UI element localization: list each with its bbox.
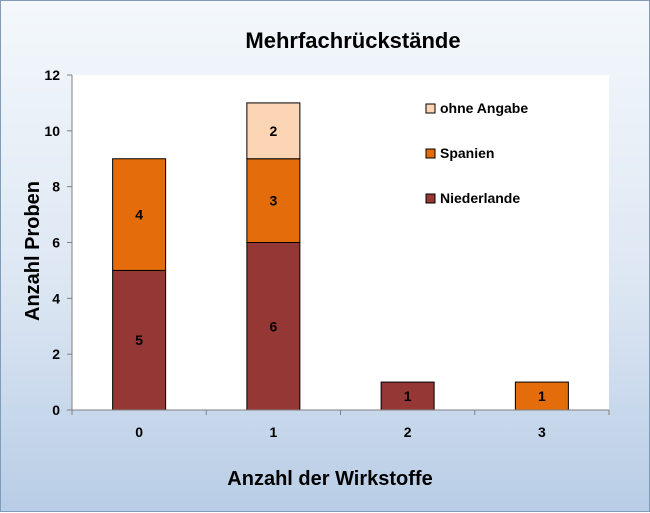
legend: ohne Angabe Spanien Niederlande [425, 100, 528, 206]
y-tick-label: 4 [52, 290, 60, 306]
data-label: 1 [404, 388, 412, 404]
x-tick-label: 0 [135, 424, 143, 440]
data-label: 6 [269, 318, 277, 334]
bar-segment [246, 158, 301, 243]
data-label: 4 [135, 207, 143, 223]
y-tick-label: 8 [52, 179, 60, 195]
y-tick-label: 6 [52, 235, 60, 251]
data-label: 3 [269, 193, 277, 209]
x-axis-label: Anzahl der Wirkstoffe [227, 468, 432, 490]
y-tick-label: 10 [44, 123, 60, 139]
x-tick-label: 2 [404, 424, 412, 440]
x-tick-label: 3 [538, 424, 546, 440]
bar-segment [514, 381, 569, 411]
bar-segment [112, 158, 167, 271]
y-tick-label: 12 [44, 67, 60, 83]
bar-segment [246, 102, 301, 160]
bar-segment [246, 242, 301, 411]
legend-label: Spanien [440, 145, 494, 161]
legend-label: ohne Angabe [440, 100, 528, 116]
data-label: 2 [269, 123, 277, 139]
bar-segment [112, 269, 167, 411]
legend-swatch [425, 148, 436, 159]
y-axis-label: Anzahl Proben [22, 181, 44, 321]
legend-swatch [425, 193, 436, 204]
data-label: 1 [538, 388, 546, 404]
data-label: 5 [135, 332, 143, 348]
x-tick-label: 1 [269, 424, 277, 440]
y-tick-label: 0 [52, 402, 60, 418]
legend-label: Niederlande [440, 190, 520, 206]
bars-group: 5 4 6 3 2 1 1 [112, 102, 569, 411]
y-tick-label: 2 [52, 346, 60, 362]
chart-title: Mehrfachrückstände [245, 28, 460, 53]
legend-swatch [425, 103, 436, 114]
